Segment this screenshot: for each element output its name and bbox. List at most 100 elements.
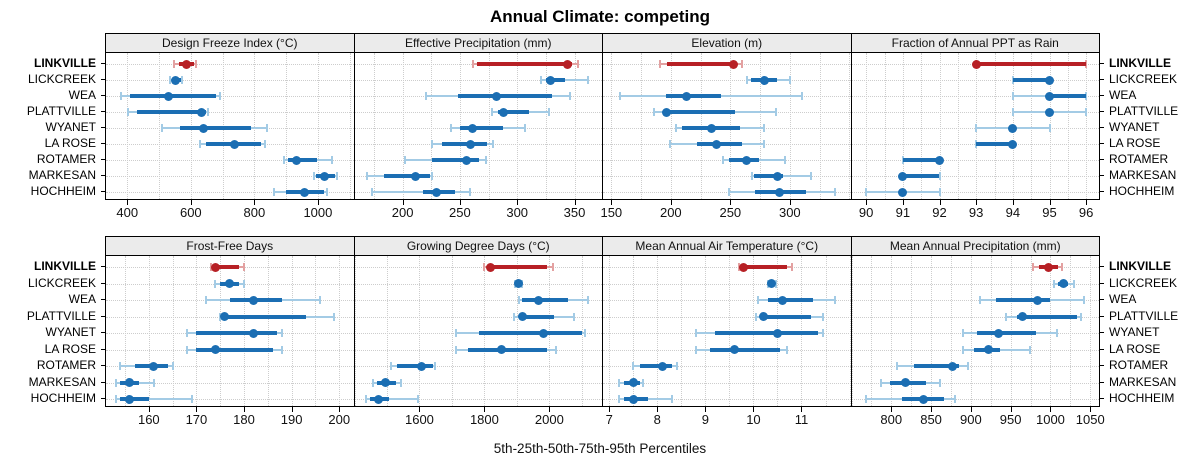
- cap-p5-plattville: [653, 108, 656, 116]
- cap-p5-rotamer: [403, 156, 406, 164]
- row-tick: [1100, 365, 1104, 366]
- dot-p50-wea: [249, 295, 259, 305]
- x-tick: [730, 200, 732, 205]
- panels-row-1: Frost-Free Days Growing Degree Days (°C) M…: [105, 236, 1100, 407]
- row-label-markesan: MARKESAN: [28, 374, 96, 389]
- h-gridline: [603, 176, 851, 177]
- dot-p50-markesan: [773, 171, 783, 181]
- x-tick-label: 950: [999, 412, 1022, 427]
- dot-p50-linkville: [182, 59, 192, 69]
- cap-p5-rotamer: [632, 362, 635, 370]
- row-tick: [1100, 111, 1104, 112]
- x-tick: [484, 407, 486, 412]
- dot-p50-plattville: [758, 312, 768, 321]
- dot-p50-wyanet: [249, 328, 259, 338]
- h-gridline: [851, 160, 1099, 161]
- row-tick: [1100, 299, 1104, 300]
- v-gridline: [789, 53, 791, 199]
- v-gridline: [825, 256, 827, 406]
- cap-p95-wea: [319, 296, 322, 304]
- cap-p95-linkville: [551, 263, 554, 271]
- v-gridline: [127, 53, 129, 199]
- h-gridline: [603, 366, 851, 367]
- h-gridline: [106, 366, 354, 367]
- cap-p5-markesan: [313, 172, 316, 180]
- cap-p5-hochheim: [728, 188, 731, 196]
- x-tick-label: 96: [1078, 205, 1094, 220]
- dot-p50-lickcreek: [767, 279, 777, 288]
- cap-p95-hochheim: [938, 188, 941, 196]
- x-tick: [1090, 407, 1092, 412]
- v-gridline: [957, 53, 959, 199]
- h-gridline: [851, 382, 1099, 384]
- cap-p95-markesan: [431, 172, 434, 180]
- row-tick: [101, 79, 105, 80]
- x-tick: [244, 407, 246, 412]
- dot-p50-linkville: [729, 59, 739, 69]
- cap-p95-plattville: [822, 312, 825, 321]
- v-gridline: [545, 53, 547, 199]
- x-tick-label: 1000: [1035, 412, 1065, 427]
- dot-p50-la-rose: [230, 139, 240, 149]
- dot-p50-lickcreek: [1045, 75, 1054, 85]
- cap-p95-wyanet: [281, 329, 284, 337]
- cap-p95-wea: [587, 296, 590, 304]
- cap-p95-lickcreek: [587, 76, 590, 84]
- bar-p25-p75-wea: [666, 94, 721, 98]
- cap-p95-hochheim: [190, 395, 193, 403]
- cap-p95-linkville: [1085, 60, 1088, 68]
- panel-plot-mean-annual-air-temperature-c: [603, 256, 851, 406]
- cap-p95-linkville: [790, 263, 793, 271]
- cap-p5-linkville: [738, 263, 740, 271]
- panel-effective-precipitation-mm: Effective Precipitation (mm): [353, 33, 603, 200]
- row-labels-left: LINKVILLE LICKCREEK WEA PLATTVILLE WYANET LA …: [0, 236, 105, 407]
- cap-p95-markesan: [399, 378, 402, 387]
- h-gridline: [851, 283, 1099, 285]
- cap-p5-wyanet: [185, 329, 188, 337]
- cap-p5-plattville: [512, 312, 515, 321]
- bar-p25-p75-wyanet: [977, 331, 1037, 335]
- v-gridline: [902, 53, 904, 199]
- x-tick: [127, 200, 129, 205]
- cap-p5-linkville: [173, 60, 176, 68]
- cap-p95-wyanet: [524, 124, 527, 132]
- panel-strip-fraction-of-annual-ppt-as-rain: Fraction of Annual PPT as Rain: [851, 34, 1099, 53]
- x-tick: [670, 200, 672, 205]
- axis-row-0: 400 600 800 1000 200 250 300 350 150 200 250 300 90 9…: [0, 200, 1200, 226]
- h-gridline: [106, 160, 354, 161]
- dot-p50-plattville: [498, 107, 508, 117]
- panel-band-1: LINKVILLE LICKCREEK WEA PLATTVILLE WYANET LA …: [0, 236, 1200, 407]
- row-label-rotamer: ROTAMER: [36, 152, 96, 166]
- panel-band-0: LINKVILLE LICKCREEK WEA PLATTVILLE WYANET LA …: [0, 33, 1200, 200]
- x-tick-label: 900: [960, 412, 982, 427]
- v-gridline: [884, 53, 886, 199]
- x-tick: [402, 200, 404, 205]
- bar-p25-p75-wea: [1049, 94, 1087, 98]
- panels-row-0: Design Freeze Index (°C) Effective Precip…: [105, 33, 1100, 200]
- x-tick: [419, 407, 421, 412]
- cap-p95-plattville: [572, 312, 575, 321]
- cap-p95-plattville: [548, 108, 551, 116]
- cap-p95-rotamer: [330, 156, 333, 164]
- x-tick-label: 250: [719, 205, 742, 220]
- x-tick: [549, 407, 551, 412]
- cap-p5-lickcreek: [214, 279, 217, 288]
- row-tick: [101, 315, 105, 317]
- x-tick-label: 850: [920, 412, 942, 427]
- bar-p25-p75-la-rose: [976, 142, 1013, 146]
- h-gridline: [106, 382, 354, 384]
- cap-p5-lickcreek: [168, 76, 171, 84]
- x-tick-label: 180: [233, 412, 255, 427]
- v-gridline: [386, 256, 388, 406]
- x-tick-label: 250: [449, 205, 471, 220]
- dot-p50-wea: [163, 91, 173, 101]
- cap-p5-markesan: [114, 378, 117, 387]
- cap-p95-linkville: [194, 60, 197, 68]
- x-tick-label: 1000: [303, 205, 333, 220]
- row-label-right-linkville: LINKVILLE: [1109, 259, 1171, 273]
- bar-p25-p75-linkville: [215, 265, 240, 269]
- h-gridline: [354, 316, 602, 318]
- x-tick: [148, 407, 150, 412]
- cap-p95-wea: [800, 92, 803, 100]
